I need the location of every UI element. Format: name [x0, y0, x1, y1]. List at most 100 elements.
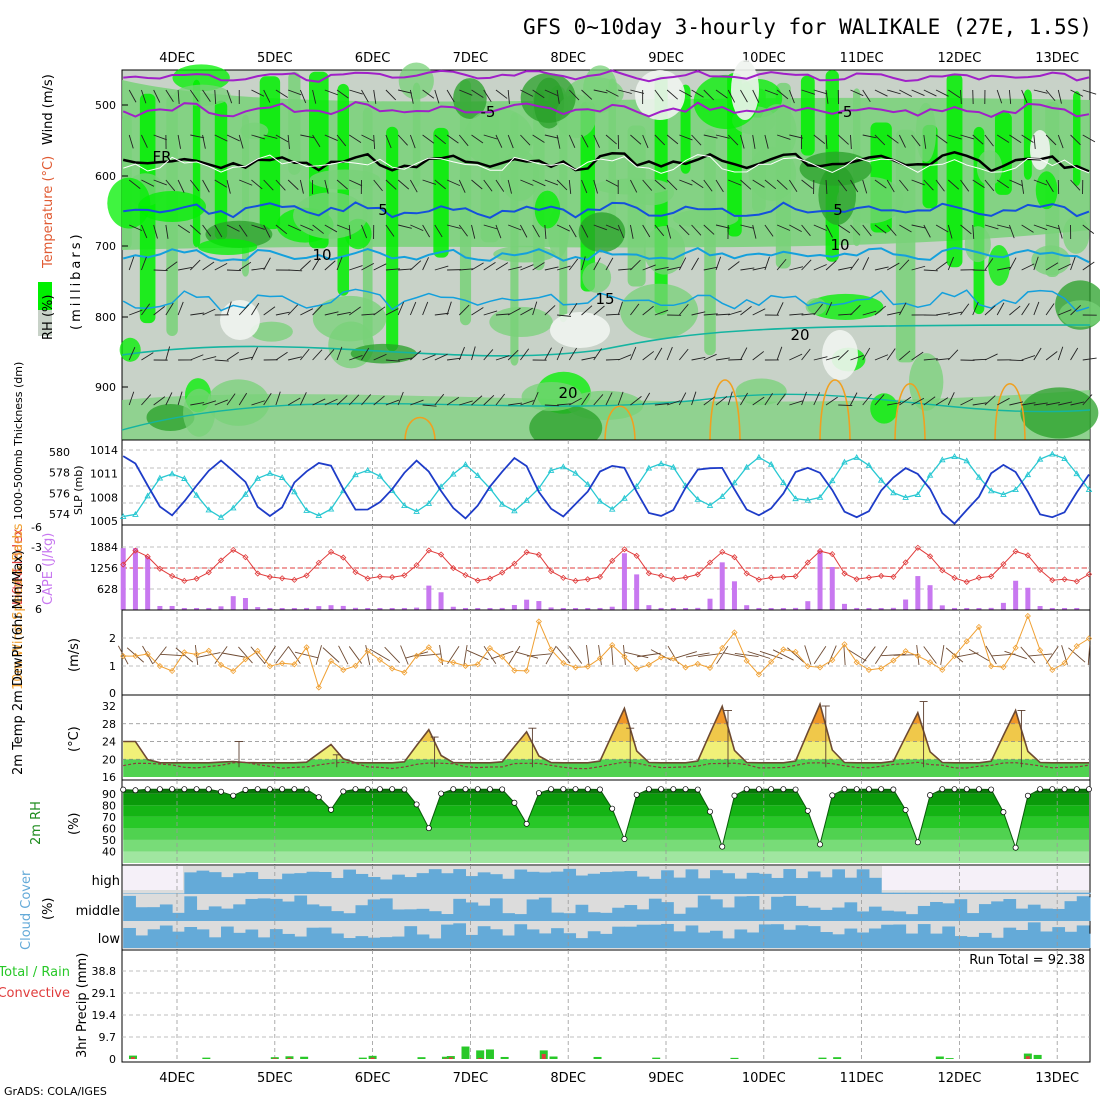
cloud-bar-high	[135, 893, 148, 894]
rh2m-point	[695, 787, 700, 792]
rh-streak	[433, 128, 448, 258]
precip-total-bar	[476, 1050, 484, 1059]
cloud-bar-low	[930, 934, 943, 948]
cloud-bar-high	[404, 877, 417, 894]
cloud-bar-high	[918, 893, 931, 894]
rh2m-point	[1050, 787, 1055, 792]
contour-label: -5	[838, 103, 853, 121]
wind-barb	[154, 270, 168, 271]
rh2m-point	[891, 787, 896, 792]
cloud-bar-middle	[844, 902, 857, 921]
cloud-bar-high	[514, 870, 527, 894]
cloud-bar-middle	[710, 899, 723, 921]
cloud-bar-high	[869, 878, 882, 894]
rh2m-band	[122, 851, 1090, 863]
cloud-bar-high	[979, 893, 992, 894]
cloud-bar-high	[1028, 893, 1041, 894]
rh-patch	[240, 123, 268, 140]
rh2m-point	[732, 793, 737, 798]
precip-total-bar	[486, 1049, 494, 1059]
pressure-tick-label: 600	[95, 170, 116, 183]
cloud-bar-high	[844, 878, 857, 894]
cape-bar	[121, 548, 126, 610]
wind10m-units: (m/s)	[67, 638, 82, 672]
date-label-bottom: 13DEC	[1035, 1071, 1079, 1086]
cloud-bar-low	[869, 929, 882, 948]
precip-tick-label: 0	[109, 1053, 116, 1066]
cloud-bar-high	[881, 893, 894, 894]
rh-patch	[1063, 216, 1089, 254]
cloud-bar-high	[270, 879, 283, 894]
slp-tick-label: 1008	[90, 491, 118, 504]
cape-bar	[524, 600, 529, 610]
wind-tick-label: 0	[109, 687, 116, 700]
cloud-bar-high	[600, 872, 613, 894]
cloud-bar-middle	[637, 909, 650, 921]
cloud-bar-middle	[270, 899, 283, 921]
cloud-bar-middle	[172, 913, 185, 921]
cloud-bar-middle	[368, 899, 381, 921]
cloud-bar-low	[160, 926, 173, 948]
cloud-bar-high	[319, 872, 332, 894]
pressure-tick-label: 900	[95, 381, 116, 394]
slp-tick-label: 1011	[90, 468, 118, 481]
cloud-bar-low	[233, 933, 246, 948]
cloud-bar-middle	[857, 911, 870, 921]
cloud-bar-high	[759, 874, 772, 894]
cloud-bar-high	[588, 874, 601, 894]
rh-dry-patch	[220, 300, 260, 340]
date-label-top: 4DEC	[159, 51, 195, 66]
rh2m-band	[122, 817, 1090, 829]
cloud-bar-low	[417, 934, 430, 948]
cloud-bar-low	[1089, 934, 1091, 948]
thickness-label: 1000-500mb Thickness (dm)	[12, 362, 25, 520]
cloud-bar-high	[245, 872, 258, 894]
rh2m-band	[122, 840, 1090, 852]
cape-bar	[231, 596, 236, 610]
cloud-bar-middle	[661, 902, 674, 921]
cape-bar	[622, 553, 627, 610]
cloud-bar-middle	[698, 896, 711, 921]
cloud-bar-middle	[135, 907, 148, 921]
cloud-bar-middle	[404, 909, 417, 921]
cloud-bar-high	[441, 873, 454, 894]
rh2m-point	[1013, 845, 1018, 850]
date-label-bottom: 12DEC	[937, 1071, 981, 1086]
cape-tick-label: 1256	[90, 562, 118, 575]
cape-bar	[720, 562, 725, 610]
cloud-bar-middle	[527, 899, 540, 921]
cloud-bar-high	[551, 872, 564, 894]
cloud-bar-middle	[820, 910, 833, 921]
precip-total-bar	[833, 1057, 841, 1059]
rh2m-point	[903, 807, 908, 812]
precip-total-bar	[946, 1058, 954, 1059]
cape-tick-label: 628	[97, 583, 118, 596]
cloud-level-label: high	[92, 874, 120, 889]
rh2m-band	[122, 805, 1090, 817]
rh2m-point	[182, 787, 187, 792]
rh2m-point	[500, 787, 505, 792]
cape-bar	[341, 606, 346, 610]
cloud-bar-low	[673, 931, 686, 948]
cloud-bar-middle	[294, 896, 307, 921]
wind-barb	[606, 359, 620, 360]
rh2m-point	[1037, 787, 1042, 792]
cloud-bar-low	[637, 925, 650, 948]
cloud-bar-high	[661, 870, 674, 894]
contour-label: 15	[595, 290, 614, 308]
cloud-bar-middle	[930, 902, 943, 921]
rh2m-point	[989, 787, 994, 792]
contour-label: 20	[558, 384, 577, 402]
cloud-bar-middle	[551, 913, 564, 921]
rh2m-point	[438, 791, 443, 796]
cloud-bar-low	[392, 937, 405, 948]
rh2m-point	[451, 787, 456, 792]
date-label-top: 8DEC	[550, 51, 586, 66]
cloud-bar-high	[233, 873, 246, 894]
precip-conv-bar	[273, 1058, 277, 1059]
rh-streak	[947, 74, 963, 267]
rh2m-point	[952, 787, 957, 792]
cloud-bar-middle	[245, 899, 258, 921]
cloud-bar-middle	[881, 911, 894, 921]
cloud-bar-high	[906, 893, 919, 894]
